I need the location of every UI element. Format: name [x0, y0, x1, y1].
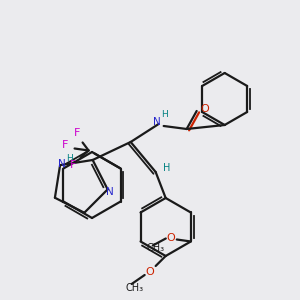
- Text: F: F: [69, 160, 76, 170]
- Text: CH₃: CH₃: [126, 283, 144, 293]
- Text: CH₃: CH₃: [147, 244, 165, 254]
- Text: H: H: [66, 154, 72, 163]
- Text: F: F: [61, 140, 68, 151]
- Text: O: O: [200, 104, 209, 114]
- Text: O: O: [145, 267, 154, 277]
- Text: H: H: [163, 163, 170, 173]
- Text: H: H: [161, 110, 168, 119]
- Text: O: O: [167, 233, 175, 244]
- Text: N: N: [58, 159, 66, 169]
- Text: N: N: [106, 188, 113, 197]
- Text: N: N: [153, 117, 160, 127]
- Text: F: F: [74, 128, 80, 137]
